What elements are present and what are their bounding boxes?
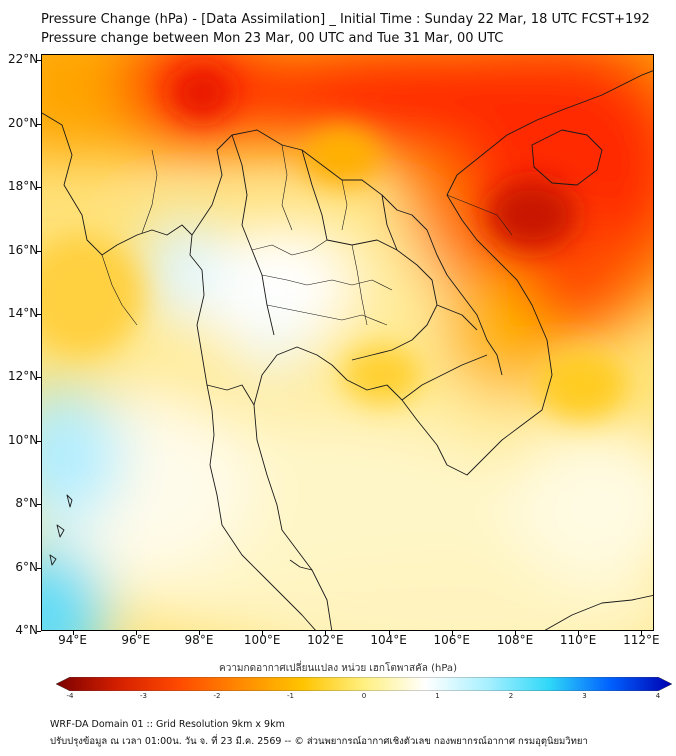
lat-tick-label: 10°N bbox=[8, 432, 39, 447]
lat-tick-mark bbox=[37, 377, 41, 378]
lon-tick-mark bbox=[389, 631, 390, 635]
colorbar-tick-label: 3 bbox=[582, 692, 587, 700]
colorbar-tick-label: -4 bbox=[66, 692, 74, 700]
lon-tick-mark bbox=[578, 631, 579, 635]
footer-model-info: WRF-DA Domain 01 :: Grid Resolution 9km … bbox=[50, 719, 285, 730]
lon-tick-mark bbox=[515, 631, 516, 635]
lat-tick-mark bbox=[37, 251, 41, 252]
lon-tick-mark bbox=[452, 631, 453, 635]
lon-tick-label: 110°E bbox=[559, 633, 597, 647]
colorbar-tick-label: 4 bbox=[655, 692, 661, 700]
lat-tick-label: 4°N bbox=[15, 623, 38, 637]
lat-tick-label: 8°N bbox=[15, 496, 38, 511]
lon-tick-mark bbox=[73, 631, 74, 635]
colorbar-tick-label: -1 bbox=[287, 692, 294, 700]
lon-tick-mark bbox=[641, 631, 642, 635]
colorbar-tick-label: 2 bbox=[508, 692, 514, 700]
lon-tick-label: 94°E bbox=[58, 633, 88, 647]
lat-tick-mark bbox=[37, 187, 41, 188]
map-subtitle: Pressure change between Mon 23 Mar, 00 U… bbox=[41, 31, 504, 46]
lon-tick-label: 100°E bbox=[243, 633, 281, 647]
lon-tick-label: 102°E bbox=[307, 633, 344, 647]
lat-tick-mark bbox=[37, 504, 41, 505]
footer-update-info: ปรับปรุงข้อมูล ณ เวลา 01:00น. วัน จ. ที่… bbox=[50, 736, 588, 747]
colorbar-tick-label: 0 bbox=[361, 692, 367, 700]
lon-tick-label: 106°E bbox=[433, 633, 471, 647]
lon-tick-label: 96°E bbox=[121, 633, 151, 647]
lat-tick-label: 12°N bbox=[8, 369, 39, 384]
lat-tick-mark bbox=[37, 124, 41, 125]
lat-tick-label: 14°N bbox=[8, 305, 39, 320]
lat-tick-mark bbox=[37, 60, 41, 61]
lat-tick-label: 22°N bbox=[8, 52, 39, 67]
lon-tick-mark bbox=[199, 631, 200, 635]
lon-tick-label: 104°E bbox=[370, 633, 407, 647]
lat-tick-mark bbox=[37, 568, 41, 569]
lon-tick-mark bbox=[136, 631, 137, 635]
colorbar-tick-label: 1 bbox=[435, 692, 440, 700]
lat-tick-label: 20°N bbox=[8, 115, 39, 130]
colorbar-tick-label: -3 bbox=[140, 692, 147, 700]
colorbar-tick-label: -2 bbox=[213, 692, 221, 700]
lon-tick-mark bbox=[325, 631, 326, 635]
lat-tick-mark bbox=[37, 631, 41, 632]
lat-tick-label: 18°N bbox=[8, 179, 39, 194]
colorbar bbox=[56, 677, 672, 691]
lon-tick-label: 112°E bbox=[623, 633, 660, 647]
lon-tick-mark bbox=[262, 631, 263, 635]
lat-tick-label: 6°N bbox=[15, 559, 38, 574]
lat-tick-mark bbox=[37, 441, 41, 442]
colorbar-label: ความกดอากาศเปลี่ยนแปลง หน่วย เฮกโตพาสคัล… bbox=[219, 663, 457, 674]
pressure-change-map bbox=[41, 54, 654, 631]
lon-tick-label: 108°E bbox=[496, 633, 534, 647]
lat-tick-mark bbox=[37, 314, 41, 315]
lat-tick-label: 16°N bbox=[8, 242, 39, 257]
lon-tick-label: 98°E bbox=[184, 633, 214, 647]
map-title: Pressure Change (hPa) - [Data Assimilati… bbox=[41, 12, 650, 27]
